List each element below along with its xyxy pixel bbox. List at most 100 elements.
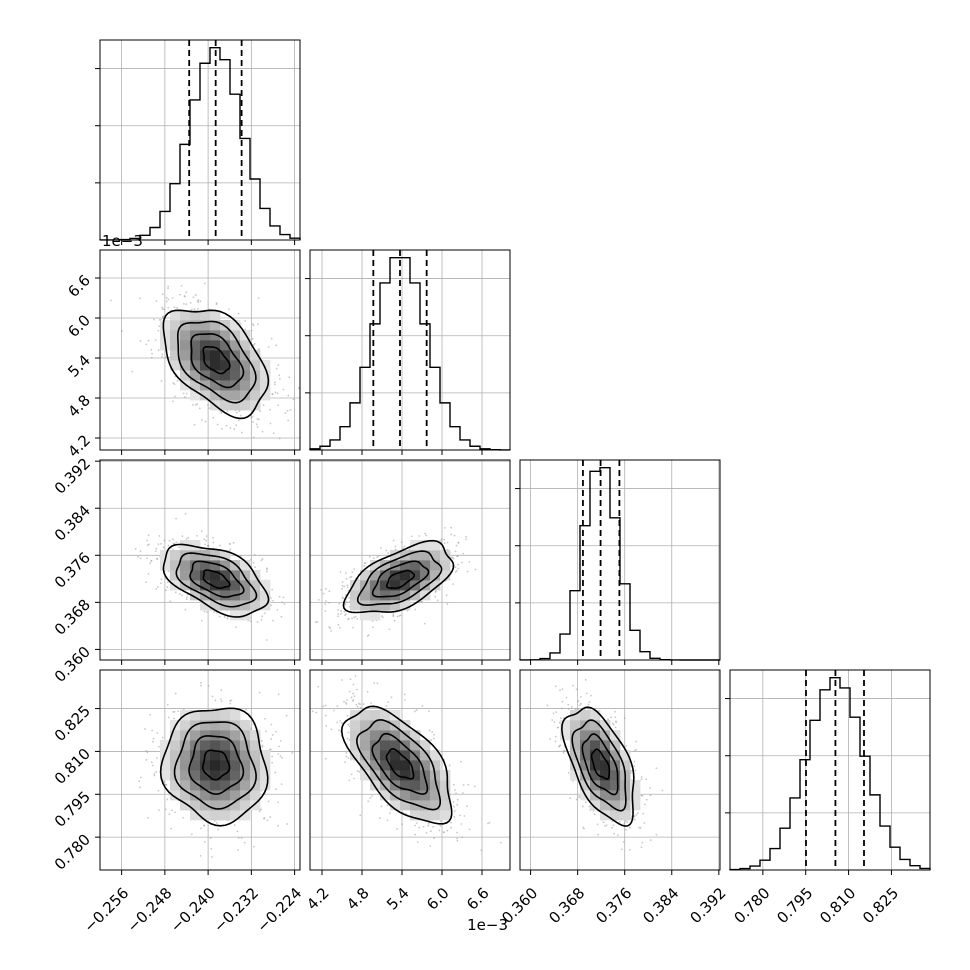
sample-point (433, 733, 436, 736)
sample-point (611, 820, 614, 823)
sample-point (452, 801, 455, 803)
sample-point (614, 710, 616, 713)
density-cell (440, 790, 451, 801)
sample-point (567, 703, 570, 706)
density-cell (200, 740, 211, 751)
sample-point (357, 578, 360, 581)
sample-point (174, 591, 177, 594)
sample-point (368, 555, 371, 558)
density-cell (200, 780, 211, 791)
density-cell (390, 710, 401, 721)
contour-layer (159, 309, 635, 827)
sample-point (364, 562, 367, 565)
sample-point (351, 699, 354, 702)
sample-point (456, 803, 459, 806)
density-grid (160, 710, 271, 821)
sample-point (245, 708, 247, 711)
sample-point (348, 779, 351, 782)
sample-point (633, 760, 636, 763)
sample-point (460, 823, 463, 825)
sample-point (270, 738, 273, 740)
x-tick-label: −0.248 (124, 884, 176, 936)
density-cell (570, 740, 581, 751)
density-cell (390, 600, 401, 611)
sample-point (258, 691, 261, 694)
density-cell (570, 770, 581, 781)
y-tick-label: 6.0 (64, 311, 94, 341)
density-cell (210, 360, 221, 371)
contour-level-1 (371, 560, 430, 598)
density-cell (360, 710, 371, 721)
sample-point (386, 804, 389, 807)
sample-point (356, 705, 359, 708)
sample-point (385, 549, 387, 552)
sample-point (281, 601, 283, 604)
density-cell (610, 790, 621, 801)
density-cell (410, 590, 421, 601)
sample-point (349, 678, 352, 681)
density-cell (240, 570, 251, 581)
density-cell (230, 800, 241, 811)
sample-point (257, 323, 259, 326)
density-cell (420, 540, 431, 551)
density-cell (390, 570, 401, 581)
density-cell (610, 770, 621, 781)
sample-point (450, 533, 453, 536)
sample-point (371, 795, 373, 797)
density-cell (190, 310, 201, 321)
sample-point (612, 824, 615, 827)
y-axis-offset-text: 1e−3 (102, 232, 143, 250)
sample-point (430, 738, 433, 741)
sample-point (341, 587, 344, 590)
density-cell (240, 740, 251, 751)
sample-point (414, 824, 417, 827)
sample-point (149, 562, 152, 565)
sample-point (596, 823, 599, 826)
sample-point (275, 730, 277, 733)
density-cell (220, 780, 231, 791)
sample-point (456, 798, 459, 801)
sample-point (164, 808, 167, 811)
density-cell (170, 550, 181, 561)
sample-point (207, 684, 210, 687)
density-cell (210, 570, 221, 581)
density-cell (240, 390, 251, 401)
sample-point (620, 848, 623, 851)
sample-point (110, 299, 112, 302)
density-cell (190, 580, 201, 591)
sample-point (380, 547, 382, 549)
sample-point (637, 812, 639, 815)
sample-point (430, 830, 432, 833)
sample-point (388, 628, 391, 631)
sample-point (438, 829, 441, 832)
density-cell (220, 320, 231, 331)
sample-point (344, 593, 347, 596)
sample-point (177, 710, 180, 713)
sample-point (154, 339, 157, 342)
sample-point (459, 814, 461, 817)
sample-point (615, 721, 618, 724)
sample-point (289, 408, 292, 411)
sample-point (393, 619, 396, 622)
density-cell (400, 720, 411, 731)
sample-point (273, 383, 276, 386)
sample-point (150, 349, 153, 351)
sample-point (315, 621, 317, 623)
sample-point (460, 561, 463, 564)
sample-point (577, 700, 580, 703)
sample-point (635, 813, 638, 816)
sample-point (161, 353, 164, 356)
sample-point (317, 598, 320, 601)
density-cell (170, 360, 181, 371)
sample-point (205, 539, 208, 542)
sample-point (440, 541, 443, 544)
sample-point (267, 345, 270, 348)
sample-point (425, 534, 428, 537)
density-cell (420, 740, 431, 751)
density-cell (600, 790, 611, 801)
sample-point (324, 587, 327, 590)
density-cell (440, 560, 451, 571)
x-tick-label: 0.825 (859, 884, 902, 927)
density-cell (180, 570, 191, 581)
sample-point (446, 541, 449, 544)
